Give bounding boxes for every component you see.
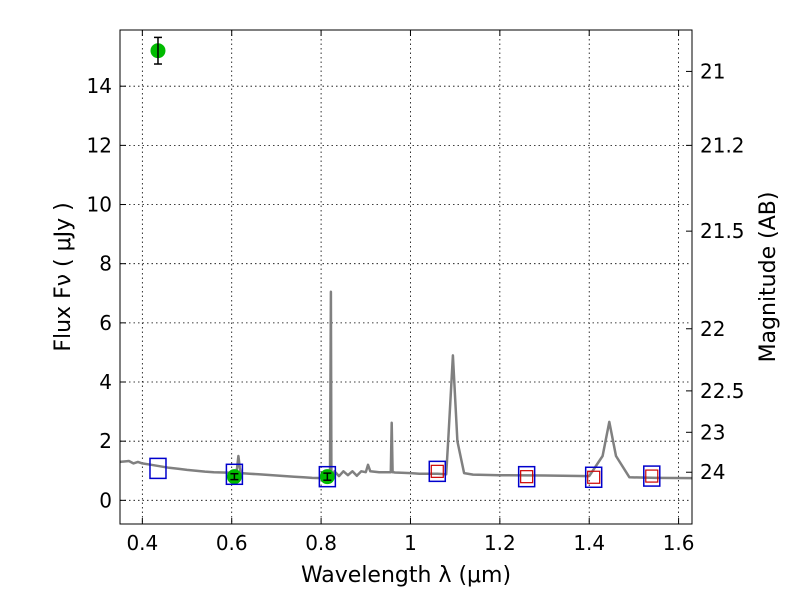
x-tick-label: 0.6 bbox=[216, 531, 248, 555]
x-tick-label: 1.6 bbox=[663, 531, 695, 555]
model-photometry-square bbox=[225, 463, 244, 486]
right-tick-label: 21.2 bbox=[700, 133, 745, 157]
y-axis-label: Flux Fν ( μJy ) bbox=[51, 202, 76, 351]
x-tick-label: 0.8 bbox=[305, 531, 337, 555]
model-photometry-inner-square bbox=[645, 469, 659, 483]
right-axis-label: Magnitude (AB) bbox=[756, 192, 781, 363]
photometry-points bbox=[150, 36, 335, 485]
model-sed-line bbox=[119, 290, 693, 480]
y-tick-label: 10 bbox=[87, 193, 112, 217]
x-axis-ticks: 0.4 0.6 0.8 1 1.2 1.4 1.6 bbox=[126, 30, 695, 555]
y-tick-label: 12 bbox=[87, 133, 112, 157]
model-photometry-inner-square bbox=[520, 470, 534, 484]
x-tick-label: 1 bbox=[404, 531, 417, 555]
y-tick-label: 0 bbox=[99, 488, 112, 512]
sed-line-path bbox=[119, 290, 693, 480]
model-photometry-square bbox=[428, 460, 447, 483]
y-tick-label: 2 bbox=[99, 429, 112, 453]
right-tick-label: 23 bbox=[700, 420, 725, 444]
model-photometry-square bbox=[517, 465, 536, 488]
y-tick-label: 4 bbox=[99, 370, 112, 394]
model-photometry-square bbox=[318, 465, 337, 488]
x-tick-label: 1.2 bbox=[484, 531, 516, 555]
y-tick-label: 14 bbox=[87, 74, 112, 98]
y-tick-label: 8 bbox=[99, 252, 112, 276]
model-photometry-square bbox=[149, 457, 167, 480]
right-tick-label: 21 bbox=[700, 59, 725, 83]
model-photometry-inner-square bbox=[587, 470, 601, 484]
right-tick-label: 21.5 bbox=[700, 219, 745, 243]
y-tick-label: 6 bbox=[99, 311, 112, 335]
right-tick-label: 22.5 bbox=[700, 379, 745, 403]
y-axis-ticks: 0 2 4 6 8 10 12 14 bbox=[87, 74, 126, 512]
x-axis-label: Wavelength λ (μm) bbox=[301, 563, 511, 588]
plot-frame bbox=[119, 29, 693, 525]
model-photometry-squares bbox=[149, 457, 661, 489]
right-tick-label: 24 bbox=[700, 460, 725, 484]
model-photometry-inner-square bbox=[430, 464, 444, 478]
x-tick-label: 0.4 bbox=[126, 531, 158, 555]
grid bbox=[120, 30, 692, 524]
right-tick-label: 22 bbox=[700, 317, 725, 341]
model-photometry-square bbox=[584, 466, 603, 489]
right-axis-ticks: 21 21.2 21.5 22 22.5 23 24 bbox=[686, 59, 745, 484]
x-tick-label: 1.4 bbox=[573, 531, 605, 555]
model-photometry-square bbox=[643, 465, 661, 487]
